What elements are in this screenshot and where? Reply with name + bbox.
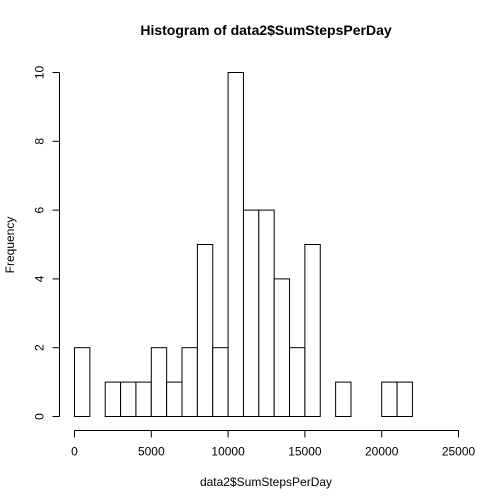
y-tick-label: 2 xyxy=(33,344,47,351)
y-tick-label: 4 xyxy=(33,275,47,282)
x-tick-label: 0 xyxy=(71,445,78,459)
histogram-bar xyxy=(273,278,291,417)
histogram-bar xyxy=(258,209,275,417)
y-axis-label: Frequency xyxy=(3,217,17,274)
histogram-bar xyxy=(196,244,214,417)
histogram-bar xyxy=(381,381,398,418)
histogram-bar xyxy=(104,381,122,418)
histogram-bar xyxy=(135,381,152,418)
histogram-bar xyxy=(304,244,321,417)
histogram-bar xyxy=(74,347,91,418)
x-axis: 0 5000 10000 15000 20000 25000 xyxy=(71,430,476,459)
y-tick-label: 6 xyxy=(33,206,47,213)
bars-group xyxy=(74,72,413,418)
histogram-bar xyxy=(212,347,229,418)
histogram-bar xyxy=(181,347,198,418)
histogram-bar xyxy=(227,72,244,417)
x-tick-label: 20000 xyxy=(365,445,399,459)
y-tick-label: 0 xyxy=(33,413,47,420)
x-tick-label: 5000 xyxy=(138,445,165,459)
histogram-bar xyxy=(335,381,352,418)
histogram-bar xyxy=(150,347,168,418)
histogram-bar xyxy=(396,381,413,418)
x-tick-label: 10000 xyxy=(211,445,245,459)
chart-title: Histogram of data2$SumStepsPerDay xyxy=(140,22,392,38)
y-axis: 0 2 4 6 8 10 xyxy=(33,66,60,420)
histogram-bar xyxy=(120,381,137,418)
histogram-bar xyxy=(242,209,260,417)
histogram-bar xyxy=(289,347,306,418)
x-tick-label: 25000 xyxy=(442,445,476,459)
y-tick-label: 10 xyxy=(33,66,47,80)
histogram-bar xyxy=(166,381,183,418)
x-tick-label: 15000 xyxy=(288,445,322,459)
y-tick-label: 8 xyxy=(33,138,47,145)
x-axis-label: data2$SumStepsPerDay xyxy=(200,475,332,489)
